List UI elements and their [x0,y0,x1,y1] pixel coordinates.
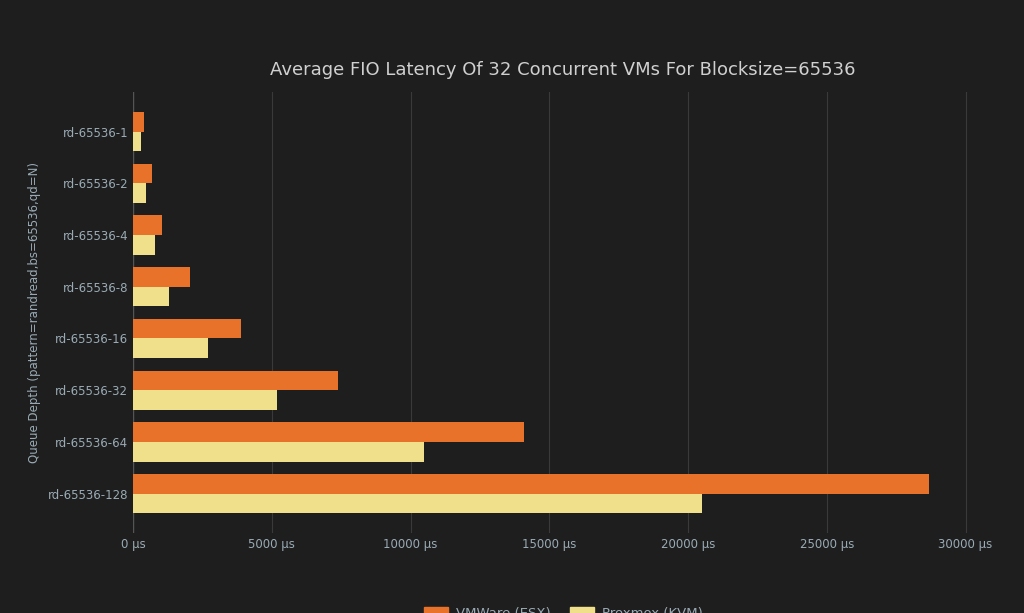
Bar [133,132,141,151]
Bar [133,422,524,442]
Bar [133,112,144,132]
Bar [133,493,701,513]
Bar [133,474,930,493]
Title: Average FIO Latency Of 32 Concurrent VMs For Blocksize=65536: Average FIO Latency Of 32 Concurrent VMs… [270,61,856,79]
Bar [133,235,155,255]
Bar [133,183,146,203]
Bar [133,267,190,287]
Bar [133,287,169,306]
Bar [133,215,162,235]
Bar [133,390,278,410]
Bar [133,319,242,338]
Bar [133,338,208,358]
Legend: VMWare (ESX), Proxmox (KVM): VMWare (ESX), Proxmox (KVM) [419,602,708,613]
Bar [133,164,152,183]
Y-axis label: Queue Depth (pattern=randread,bs=65536,qd=N): Queue Depth (pattern=randread,bs=65536,q… [28,162,41,463]
Bar [133,442,425,462]
Bar [133,370,339,390]
